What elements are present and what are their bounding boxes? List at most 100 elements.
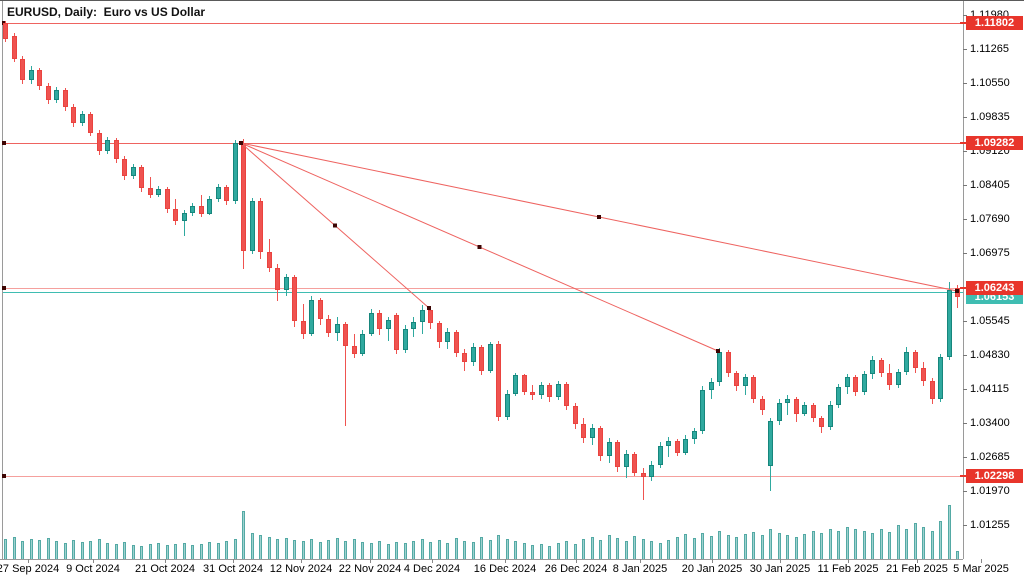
time-tick [981,559,982,563]
price-tick-label: 1.11980 [970,9,1009,21]
candle [530,392,535,395]
volume-bar [480,537,483,559]
volume-bar [506,539,509,559]
candle [505,394,510,417]
price-tick-label: 1.08405 [970,179,1010,191]
candle [156,189,161,195]
price-tick [963,491,967,492]
volume-bar [497,535,500,559]
volume-bar [667,540,670,559]
level-line[interactable] [3,476,963,477]
level-price-label: 1.06243 [966,281,1023,295]
level-line-anchor[interactable] [2,474,6,478]
level-line-anchor[interactable] [2,141,6,145]
volume-bar [574,544,577,559]
time-tick-label: 9 Oct 2024 [66,563,120,575]
level-line-anchor[interactable] [2,286,6,290]
candle [845,377,850,387]
volume-bar [829,529,832,559]
time-tick [233,559,234,563]
candle [420,310,425,322]
volume-bar [132,545,135,559]
volume-bar [803,534,806,559]
volume-bar [922,527,925,559]
candle [930,381,935,399]
candle [947,290,952,357]
candle [122,159,127,176]
volume-bar [21,541,24,559]
chart-left-border [2,1,3,559]
volume-bar [157,543,160,559]
candle [37,70,42,86]
volume-bar [582,539,585,559]
volume-bar [948,505,951,559]
volume-bar [650,541,653,559]
volume-bar [548,546,551,559]
candle [547,385,552,397]
candle [828,405,833,427]
candle-wick [184,210,185,236]
price-tick [963,219,967,220]
candle [802,405,807,414]
trendline-anchor[interactable] [597,215,601,219]
candle [173,209,178,221]
volume-bar [871,533,874,559]
candle [352,346,357,354]
candle [80,114,85,123]
candle [836,387,841,405]
trendline-anchor[interactable] [333,223,337,228]
candle [675,441,680,453]
time-tick [780,559,781,563]
candle [853,377,858,392]
price-axis-border [963,1,964,559]
volume-bar [557,543,560,559]
price-tick [963,525,967,526]
price-tick-label: 1.11265 [970,43,1009,55]
volume-bar [710,536,713,559]
price-tick [963,15,967,16]
volume-bar [812,531,815,559]
price-tick [963,151,967,152]
volume-bar [81,542,84,559]
price-tick-label: 1.04830 [970,349,1010,361]
candle [216,187,221,199]
candle [437,323,442,342]
volume-bar [404,543,407,559]
volume-bar [89,541,92,559]
chart-plot-area[interactable]: EURUSD, Daily: Euro vs US Dollar [0,1,963,560]
candle [309,300,314,334]
level-price-label: 1.02298 [966,469,1023,483]
volume-bar [13,537,16,559]
candle [377,313,382,329]
candle [20,59,25,80]
candle [428,310,433,323]
candle [819,418,824,427]
candle [666,441,671,446]
bid-price-line [3,292,963,293]
time-tick-label: 27 Sep 2024 [0,563,60,575]
time-tick-label: 26 Dec 2024 [544,563,608,575]
level-line[interactable] [3,23,963,24]
candle [760,399,765,410]
candle [522,375,527,392]
volume-bar [846,527,849,559]
candle [284,277,289,290]
level-line[interactable] [3,143,963,144]
candle [955,288,960,297]
volume-bar [939,521,942,559]
candle [768,421,773,466]
trendline[interactable] [240,142,430,309]
volume-bar [123,542,126,559]
volume-bar [344,541,347,559]
trendline-anchor[interactable] [477,245,482,249]
candle [921,368,926,381]
volume-bar [438,540,441,559]
time-tick [640,559,641,563]
level-label-dash [960,287,966,289]
volume-bar [633,536,636,559]
candle [454,332,459,353]
trendline[interactable] [240,142,958,292]
candle [326,319,331,333]
level-line[interactable] [3,288,963,289]
candle [241,143,246,251]
